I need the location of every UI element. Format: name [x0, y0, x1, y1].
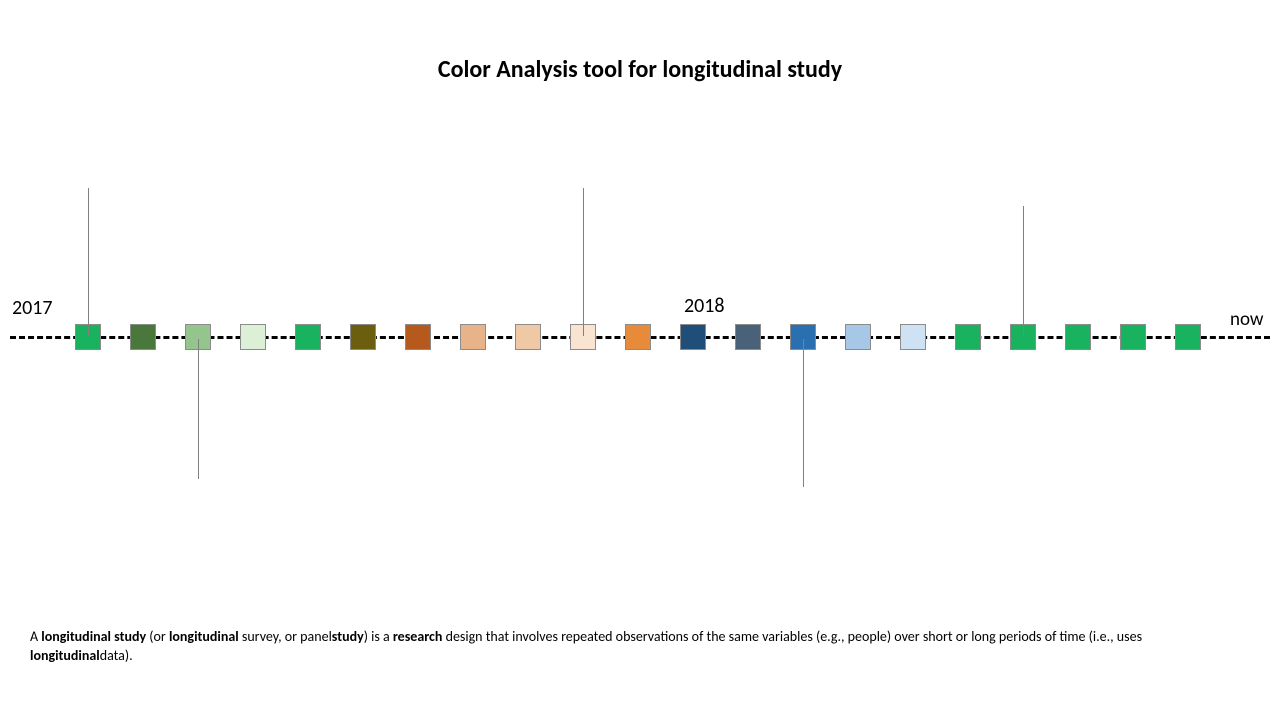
definition-paragraph: A longitudinal study (or longitudinal su…: [30, 628, 1215, 666]
definition-term: longitudinal study: [41, 628, 146, 645]
color-swatch: [845, 324, 871, 350]
definition-text: data).: [100, 647, 133, 664]
vertical-marker: [583, 188, 584, 336]
timeline-label-mid: 2018: [684, 294, 725, 318]
color-swatch: [625, 324, 651, 350]
vertical-marker: [198, 339, 199, 479]
definition-term: study: [332, 628, 364, 645]
color-swatch: [130, 324, 156, 350]
definition-text: design that involves repeated observatio…: [442, 628, 1142, 645]
color-swatch: [1120, 324, 1146, 350]
definition-text: A: [30, 628, 41, 645]
definition-term: research: [393, 628, 443, 645]
vertical-marker: [1023, 206, 1024, 336]
color-swatch: [900, 324, 926, 350]
color-swatch: [295, 324, 321, 350]
diagram-container: Color Analysis tool for longitudinal stu…: [0, 0, 1280, 720]
vertical-marker: [88, 188, 89, 336]
definition-text: (or: [146, 628, 169, 645]
color-swatch: [1175, 324, 1201, 350]
color-swatch: [240, 324, 266, 350]
timeline-label-start: 2017: [12, 296, 53, 320]
color-swatch: [350, 324, 376, 350]
color-swatch: [405, 324, 431, 350]
color-swatch: [515, 324, 541, 350]
definition-text: survey, or panel: [239, 628, 332, 645]
color-swatch: [955, 324, 981, 350]
definition-text: ) is a: [364, 628, 393, 645]
color-swatch: [460, 324, 486, 350]
definition-term: longitudinal: [30, 647, 100, 664]
color-swatch: [735, 324, 761, 350]
page-title: Color Analysis tool for longitudinal stu…: [0, 55, 1280, 84]
vertical-marker: [803, 339, 804, 487]
definition-term: longitudinal: [169, 628, 239, 645]
color-swatch: [680, 324, 706, 350]
timeline-label-end: now: [1230, 308, 1264, 331]
color-swatch: [1065, 324, 1091, 350]
